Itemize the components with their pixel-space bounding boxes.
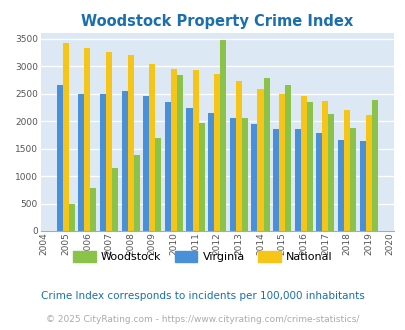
Bar bbox=[294, 129, 300, 231]
Bar bbox=[220, 40, 226, 231]
Bar bbox=[337, 140, 343, 231]
Bar bbox=[68, 204, 75, 231]
Legend: Woodstock, Virginia, National: Woodstock, Virginia, National bbox=[69, 247, 336, 267]
Bar bbox=[177, 75, 183, 231]
Bar bbox=[171, 69, 177, 231]
Bar bbox=[300, 96, 306, 231]
Bar bbox=[127, 55, 133, 231]
Bar bbox=[371, 100, 377, 231]
Bar bbox=[315, 133, 322, 231]
Bar bbox=[149, 64, 155, 231]
Bar bbox=[78, 94, 84, 231]
Bar bbox=[133, 155, 139, 231]
Bar bbox=[106, 52, 112, 231]
Bar bbox=[192, 70, 198, 231]
Bar bbox=[235, 82, 241, 231]
Bar bbox=[257, 88, 263, 231]
Bar bbox=[229, 118, 235, 231]
Text: © 2025 CityRating.com - https://www.cityrating.com/crime-statistics/: © 2025 CityRating.com - https://www.city… bbox=[46, 315, 359, 324]
Bar bbox=[84, 48, 90, 231]
Bar bbox=[164, 102, 171, 231]
Bar bbox=[343, 110, 349, 231]
Bar bbox=[208, 113, 214, 231]
Bar bbox=[273, 129, 278, 231]
Bar bbox=[198, 123, 204, 231]
Bar bbox=[263, 78, 269, 231]
Bar bbox=[214, 74, 220, 231]
Bar bbox=[186, 108, 192, 231]
Bar bbox=[328, 114, 334, 231]
Bar bbox=[322, 101, 328, 231]
Title: Woodstock Property Crime Index: Woodstock Property Crime Index bbox=[81, 14, 352, 29]
Bar bbox=[121, 91, 127, 231]
Bar bbox=[112, 168, 118, 231]
Bar bbox=[359, 141, 365, 231]
Bar bbox=[143, 96, 149, 231]
Bar bbox=[241, 118, 247, 231]
Bar bbox=[365, 115, 371, 231]
Bar bbox=[62, 43, 68, 231]
Text: Crime Index corresponds to incidents per 100,000 inhabitants: Crime Index corresponds to incidents per… bbox=[41, 291, 364, 301]
Bar bbox=[284, 85, 290, 231]
Bar bbox=[57, 85, 62, 231]
Bar bbox=[349, 128, 355, 231]
Bar bbox=[100, 94, 106, 231]
Bar bbox=[306, 102, 312, 231]
Bar bbox=[155, 138, 161, 231]
Bar bbox=[278, 94, 284, 231]
Bar bbox=[90, 187, 96, 231]
Bar bbox=[251, 124, 257, 231]
